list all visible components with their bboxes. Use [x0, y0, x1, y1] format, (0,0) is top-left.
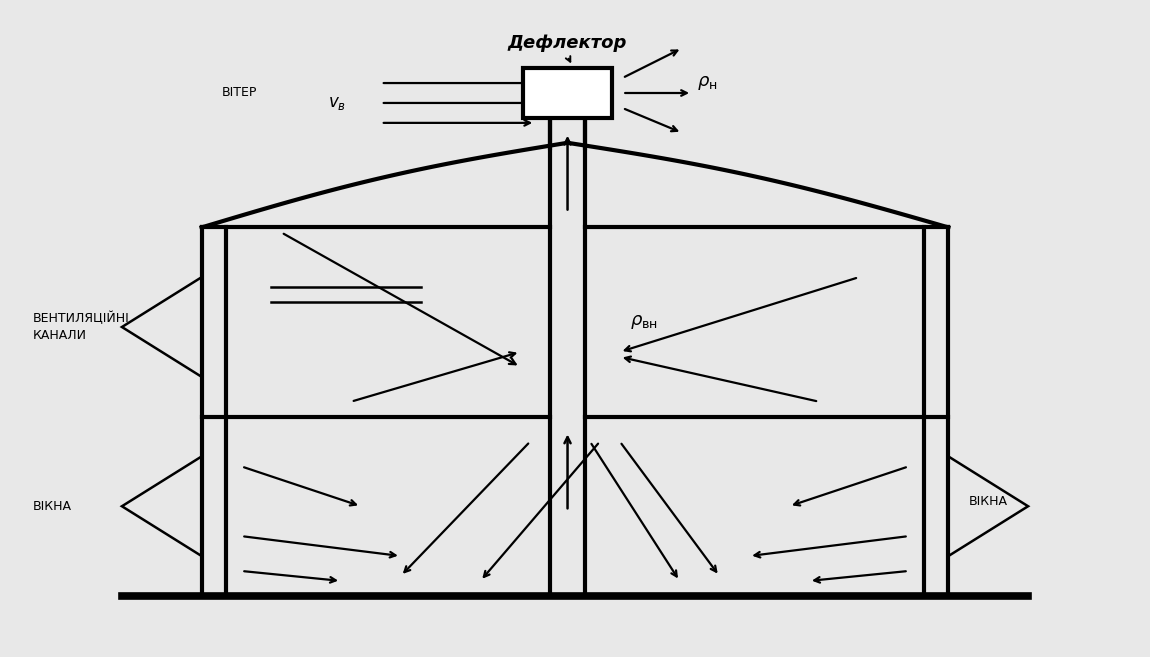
Text: ВІТЕР: ВІТЕР	[222, 87, 256, 99]
Text: ВІКНА: ВІКНА	[968, 495, 1007, 508]
Polygon shape	[122, 457, 201, 556]
Text: $\rho_{\mathregular{вн}}$: $\rho_{\mathregular{вн}}$	[630, 313, 658, 331]
Text: $\rho_{\mathregular{н}}$: $\rho_{\mathregular{н}}$	[697, 74, 718, 92]
Polygon shape	[949, 457, 1028, 556]
Text: ВІКНА: ВІКНА	[32, 500, 71, 512]
Polygon shape	[122, 277, 201, 377]
Text: $v_{\mathregular{в}}$: $v_{\mathregular{в}}$	[328, 94, 346, 112]
Text: Дефлектор: Дефлектор	[508, 34, 627, 52]
Text: ВЕНТИЛЯЦІЙНІ
КАНАЛИ: ВЕНТИЛЯЦІЙНІ КАНАЛИ	[32, 312, 129, 342]
Bar	[523, 68, 612, 118]
